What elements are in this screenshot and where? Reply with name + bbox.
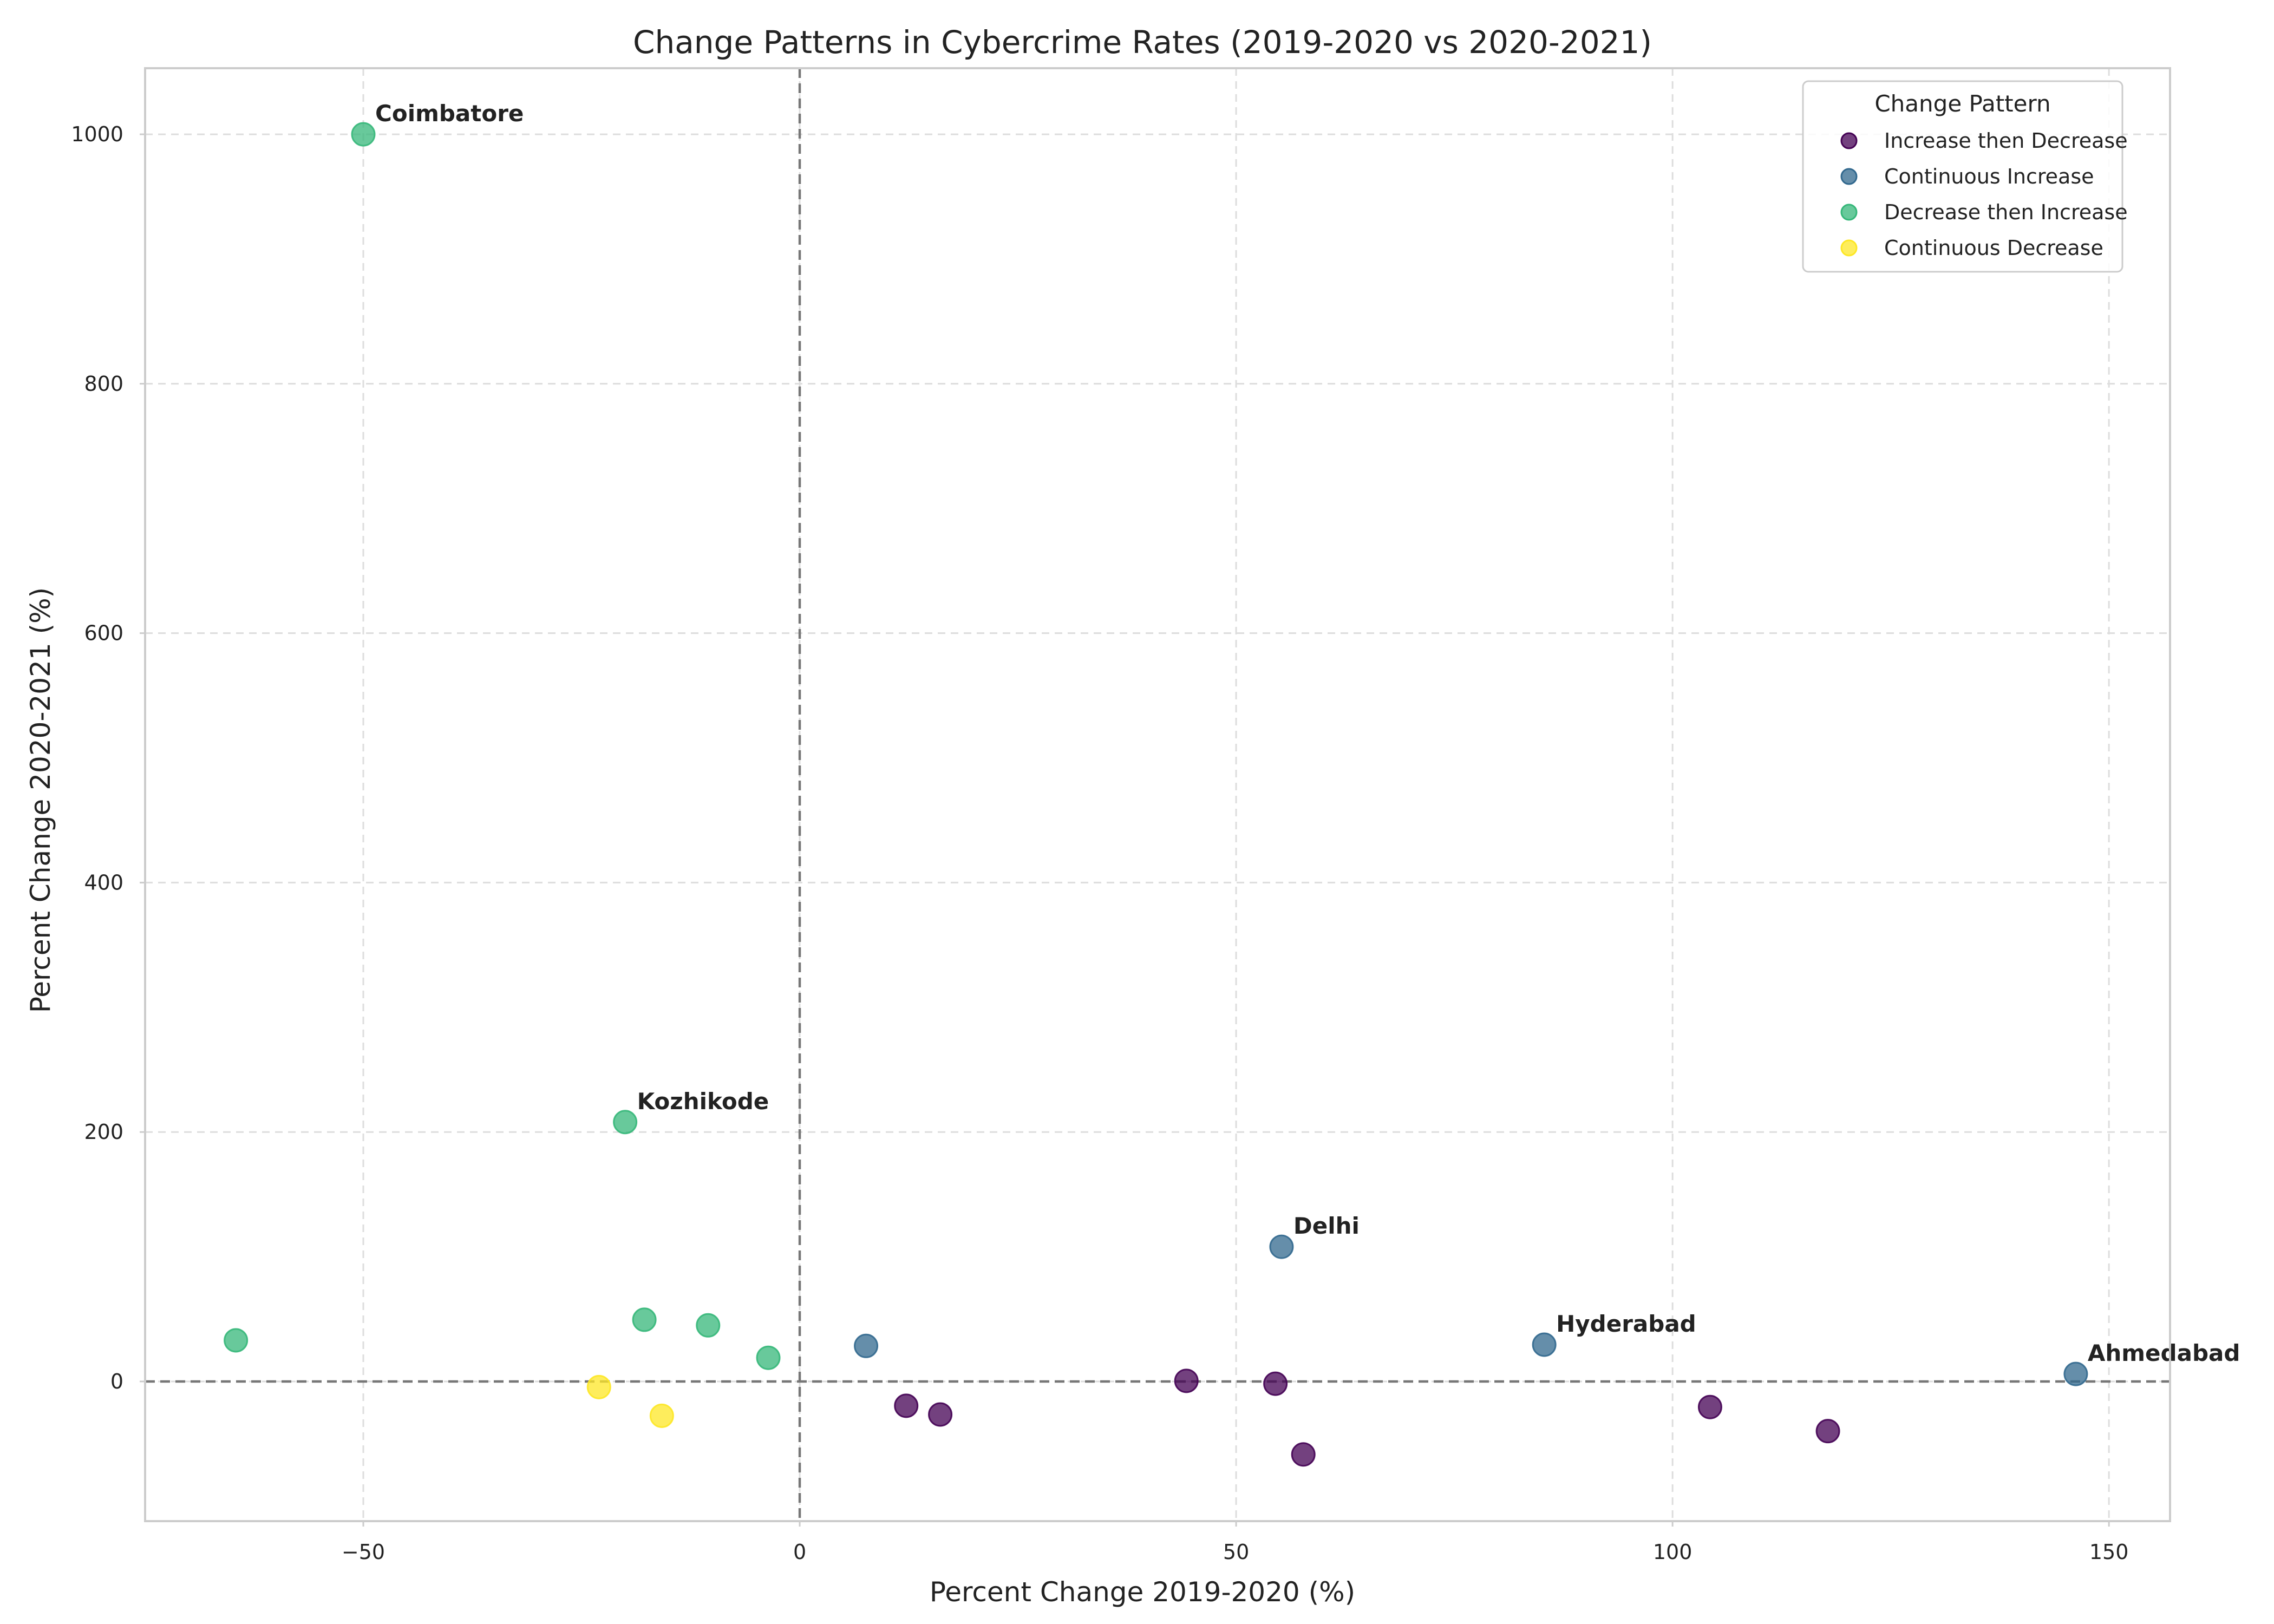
legend-items: Increase then Decrease Continuous Increas…	[1840, 129, 2128, 260]
data-points	[224, 122, 2088, 1467]
scatter-point	[1532, 1332, 1557, 1357]
legend-entry-label: Continuous Increase	[1884, 165, 2094, 188]
y-tick-label: 600	[84, 621, 123, 645]
point-annotations: Delhi Hyderabad Ahmedabad Coimbatore Kozhiko…	[375, 100, 2240, 1366]
y-tick-label: 0	[110, 1370, 123, 1393]
scatter-point	[894, 1393, 919, 1418]
scatter-point	[696, 1313, 721, 1338]
x-tick-label: 100	[1653, 1540, 1693, 1564]
scatter-point	[1263, 1371, 1288, 1396]
scatter-point	[613, 1110, 638, 1135]
scatter-point	[351, 122, 376, 147]
point-annotation-label: Delhi	[1293, 1213, 1360, 1239]
x-tick-label: 0	[793, 1540, 806, 1564]
scatter-point	[1174, 1368, 1199, 1393]
legend-marker	[1840, 239, 1858, 257]
point-annotation-label: Ahmedabad	[2088, 1340, 2240, 1366]
legend-marker	[1840, 204, 1858, 221]
chart-title: Change Patterns in Cybercrime Rates (201…	[633, 24, 1652, 61]
scatter-point	[586, 1374, 611, 1399]
y-tick-label: 800	[84, 372, 123, 396]
scatter-point	[1815, 1419, 1840, 1444]
point-annotation-label: Kozhikode	[637, 1088, 769, 1115]
scatter-point	[1697, 1394, 1722, 1419]
y-axis-ticks: 0 200 400 600 800 1000	[71, 122, 145, 1393]
scatter-point	[756, 1345, 781, 1370]
grid-layer	[145, 68, 2170, 1521]
legend-marker	[1840, 168, 1858, 185]
y-axis-label: Percent Change 2020-2021 (%)	[25, 587, 56, 1013]
legend-title: Change Pattern	[1874, 90, 2050, 117]
legend-frame	[1802, 80, 2123, 273]
scatter-point	[1269, 1234, 1294, 1259]
y-tick-label: 200	[84, 1120, 123, 1144]
x-axis-label: Percent Change 2019-2020 (%)	[930, 1576, 1355, 1608]
scatter-point	[928, 1402, 953, 1427]
x-tick-label: 150	[2089, 1540, 2129, 1564]
x-tick-label: −50	[342, 1540, 385, 1564]
x-tick-label: 50	[1223, 1540, 1249, 1564]
y-tick-label: 1000	[71, 122, 123, 146]
scatter-point	[224, 1328, 249, 1353]
legend-entry-label: Increase then Decrease	[1884, 129, 2128, 153]
scatter-point	[632, 1307, 657, 1332]
legend-entry-label: Decrease then Increase	[1884, 200, 2128, 224]
y-tick-label: 400	[84, 870, 123, 894]
x-axis-ticks: −50 0 50 100 150	[342, 1521, 2129, 1564]
scatter-point	[1291, 1442, 1316, 1467]
point-annotation-label: Hyderabad	[1556, 1311, 1696, 1337]
plot-frame	[144, 67, 2171, 1522]
reference-lines	[145, 68, 2170, 1521]
scatter-point	[649, 1403, 674, 1428]
legend-marker	[1840, 132, 1858, 149]
legend-entry-label: Continuous Decrease	[1884, 236, 2103, 260]
legend: Change Pattern Increase then Decrease Con…	[1802, 80, 2128, 273]
point-annotation-label: Coimbatore	[375, 100, 524, 127]
scatter-point	[854, 1333, 879, 1358]
scatter-point	[2063, 1361, 2088, 1386]
